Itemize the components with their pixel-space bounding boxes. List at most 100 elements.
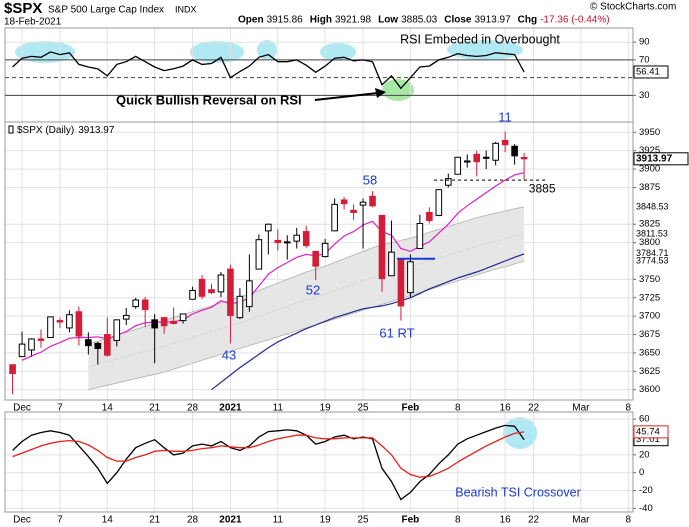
candle-body bbox=[350, 209, 357, 213]
y-tick-label: -20 bbox=[639, 485, 653, 496]
index-name: S&P 500 Large Cap Index bbox=[48, 5, 164, 16]
annotation: 52 bbox=[306, 282, 320, 297]
candle-body bbox=[473, 153, 481, 163]
x-tick-label: 19 bbox=[320, 403, 332, 414]
candle-body bbox=[426, 211, 433, 222]
y-tick-label: 3875 bbox=[639, 182, 660, 193]
candle-body bbox=[520, 156, 528, 160]
last-value: 37.01 bbox=[636, 434, 660, 445]
legend: $SPX (Daily) 3913.97 bbox=[17, 125, 115, 136]
annotation: Quick Bullish Reversal on RSI bbox=[116, 92, 302, 107]
quote-value: -17.36 (-0.44%) bbox=[540, 15, 609, 26]
legend-value: 3913.97 bbox=[78, 125, 115, 136]
x-tick-label: Feb bbox=[402, 515, 420, 526]
copyright: © StockCharts.com bbox=[590, 2, 676, 13]
quote-label: Open bbox=[238, 15, 264, 26]
series-line bbox=[88, 260, 525, 391]
candle-body bbox=[246, 280, 253, 308]
candle-body bbox=[189, 289, 196, 300]
candle-body bbox=[255, 239, 263, 270]
arrow bbox=[314, 92, 379, 101]
last-value: 45.74 bbox=[636, 426, 660, 437]
candle-body bbox=[103, 334, 111, 356]
candle-body bbox=[283, 241, 291, 244]
y-tick-label: 3900 bbox=[639, 164, 660, 175]
candle-body bbox=[37, 338, 45, 341]
x-tick-label: Dec bbox=[13, 515, 31, 526]
x-tick-label: 19 bbox=[320, 515, 332, 526]
series-line bbox=[12, 424, 525, 501]
candle-body bbox=[511, 145, 518, 157]
y-tick-label: 3675 bbox=[639, 329, 660, 340]
y-tick-label: 90 bbox=[639, 37, 650, 48]
x-tick-label: 7 bbox=[57, 515, 63, 526]
highlight bbox=[320, 43, 356, 61]
y-tick-label: 3725 bbox=[639, 292, 660, 303]
candle-body bbox=[94, 342, 102, 350]
candle-body bbox=[56, 320, 64, 323]
x-tick-label: 22 bbox=[528, 515, 540, 526]
x-tick-label: 14 bbox=[102, 403, 114, 414]
x-tick-label: 11 bbox=[273, 515, 284, 526]
y-tick-label: 0 bbox=[639, 467, 644, 478]
y-tick-label: -40 bbox=[639, 503, 653, 514]
candle-body bbox=[378, 214, 386, 280]
series-line bbox=[211, 253, 525, 391]
candle-body bbox=[9, 364, 16, 375]
legend-name: $SPX (Daily) bbox=[17, 125, 74, 136]
x-tick-label: 2021 bbox=[219, 403, 242, 414]
candle-body bbox=[435, 189, 443, 216]
quote-value: 3915.86 bbox=[267, 15, 304, 26]
y-tick-label: 3925 bbox=[639, 145, 660, 156]
annotation: Bearish TSI Crossover bbox=[455, 485, 581, 499]
quote-bar: Open 3915.86 High 3921.98 Low 3885.03 Close 391… bbox=[238, 15, 610, 26]
x-tick-label: 25 bbox=[357, 403, 369, 414]
candle-body bbox=[151, 319, 158, 329]
candle-body bbox=[208, 289, 215, 294]
y-tick-label: 3950 bbox=[639, 127, 660, 138]
candle-body bbox=[444, 178, 452, 186]
x-tick-label: 28 bbox=[187, 515, 199, 526]
y-tick-label: 3600 bbox=[639, 384, 660, 395]
quote-label: Close bbox=[444, 15, 472, 26]
candle-body bbox=[416, 222, 424, 249]
support-label: 3885 bbox=[529, 181, 556, 195]
x-tick-label: Dec bbox=[13, 403, 31, 414]
candle-body bbox=[217, 274, 225, 293]
candle-body bbox=[340, 199, 348, 205]
candle-body bbox=[369, 195, 376, 207]
y-tick-label: 3750 bbox=[639, 274, 660, 285]
candle-body bbox=[198, 278, 206, 297]
x-tick-label: 8 bbox=[455, 515, 461, 526]
quote-value: 3921.98 bbox=[335, 15, 372, 26]
candle-body bbox=[293, 234, 301, 242]
series-line bbox=[88, 233, 525, 368]
x-tick-label: Mar bbox=[572, 403, 590, 414]
candle-body bbox=[132, 299, 140, 308]
x-tick-label: 14 bbox=[102, 515, 114, 526]
candle-body bbox=[236, 295, 244, 319]
series-line bbox=[12, 431, 525, 478]
last-close: 3913.97 bbox=[636, 153, 673, 164]
candle-body bbox=[47, 316, 54, 338]
x-tick-label: 8 bbox=[625, 515, 631, 526]
panel-frame bbox=[4, 121, 634, 401]
last-value: 3784.71 bbox=[636, 248, 669, 258]
band-fill bbox=[88, 206, 525, 390]
candle-body bbox=[331, 203, 338, 232]
x-tick-label: 11 bbox=[273, 403, 284, 414]
candle-body bbox=[501, 139, 509, 146]
x-tick-label: 16 bbox=[500, 515, 512, 526]
x-tick-label: 21 bbox=[149, 403, 161, 414]
candle-body bbox=[302, 231, 310, 247]
y-tick-label: 3825 bbox=[639, 219, 660, 230]
candle-body bbox=[66, 314, 73, 329]
highlight bbox=[257, 40, 277, 60]
quote-label: High bbox=[310, 15, 332, 26]
candle-body bbox=[170, 320, 177, 325]
candle-body bbox=[265, 223, 272, 232]
candle-body bbox=[179, 313, 187, 322]
series-line bbox=[12, 51, 525, 90]
annotation: 58 bbox=[363, 172, 377, 187]
